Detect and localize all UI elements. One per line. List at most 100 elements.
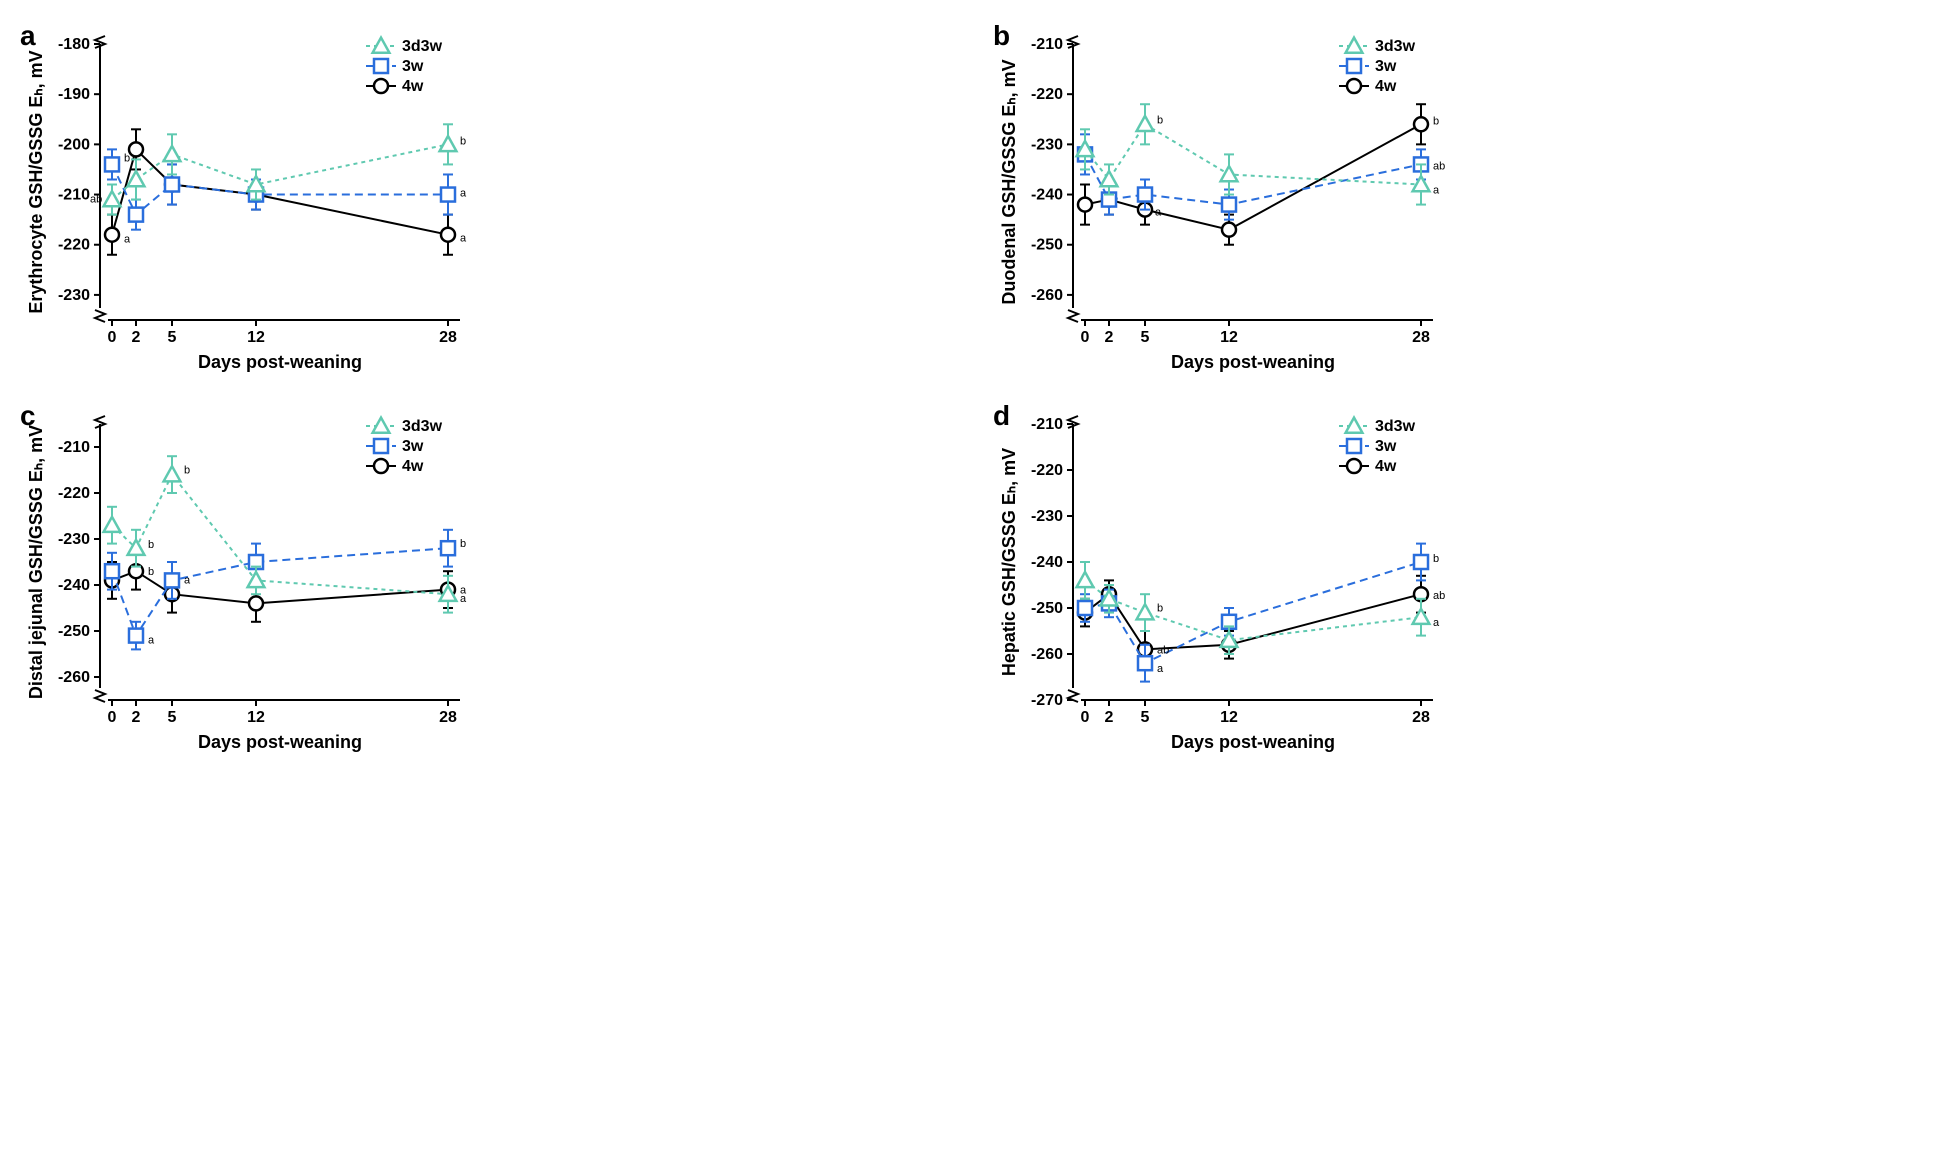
svg-text:0: 0 <box>1081 709 1090 726</box>
svg-text:ab: ab <box>1433 590 1445 602</box>
svg-text:-210: -210 <box>58 187 90 204</box>
svg-text:4w: 4w <box>402 78 424 95</box>
svg-text:-210: -210 <box>1031 36 1063 53</box>
svg-text:b: b <box>184 465 190 477</box>
svg-text:2: 2 <box>1105 709 1114 726</box>
svg-text:-220: -220 <box>1031 86 1063 103</box>
svg-text:b: b <box>1433 553 1439 565</box>
panel-label: c <box>20 400 36 432</box>
svg-text:-230: -230 <box>1031 508 1063 525</box>
svg-text:4w: 4w <box>1375 78 1397 95</box>
svg-text:a: a <box>460 233 467 245</box>
svg-text:-210: -210 <box>58 439 90 456</box>
svg-text:5: 5 <box>1141 709 1150 726</box>
svg-text:12: 12 <box>247 329 265 346</box>
svg-text:-220: -220 <box>58 485 90 502</box>
svg-text:4w: 4w <box>402 458 424 475</box>
svg-text:b: b <box>460 538 466 550</box>
svg-text:Hepatic GSH/GSSG Eₕ, mV: Hepatic GSH/GSSG Eₕ, mV <box>999 448 1019 676</box>
svg-text:-250: -250 <box>1031 237 1063 254</box>
svg-text:0: 0 <box>108 709 117 726</box>
panel-label: d <box>993 400 1010 432</box>
panel-b: b -260 -250 -240 -230 -220 -210 02 5 12 28 Days pos… <box>993 20 1926 380</box>
svg-text:3w: 3w <box>1375 58 1397 75</box>
svg-text:-180: -180 <box>58 36 90 53</box>
svg-text:b: b <box>1157 114 1163 126</box>
panel-d: d-270-260-250-240-230-220-2100251228Days… <box>993 400 1926 760</box>
svg-text:-210: -210 <box>1031 416 1063 433</box>
svg-text:12: 12 <box>1220 329 1238 346</box>
svg-text:-230: -230 <box>58 531 90 548</box>
svg-text:a: a <box>184 574 191 586</box>
svg-text:-250: -250 <box>58 623 90 640</box>
svg-text:b: b <box>1433 115 1439 127</box>
svg-text:-200: -200 <box>58 136 90 153</box>
svg-text:-260: -260 <box>1031 287 1063 304</box>
svg-text:Days post-weaning: Days post-weaning <box>1171 352 1335 372</box>
svg-text:Duodenal GSH/GSSG Eₕ, mV: Duodenal GSH/GSSG Eₕ, mV <box>999 59 1019 304</box>
svg-text:-240: -240 <box>1031 554 1063 571</box>
svg-text:0: 0 <box>1081 329 1090 346</box>
svg-text:a: a <box>1157 663 1164 675</box>
svg-text:Days post-weaning: Days post-weaning <box>198 352 362 372</box>
svg-text:a: a <box>1433 185 1440 197</box>
svg-text:2: 2 <box>132 709 141 726</box>
svg-text:ab: ab <box>90 194 102 206</box>
svg-text:Days post-weaning: Days post-weaning <box>1171 732 1335 752</box>
svg-text:28: 28 <box>1412 329 1430 346</box>
svg-text:b: b <box>1157 603 1163 615</box>
svg-text:a: a <box>1155 207 1162 219</box>
svg-text:12: 12 <box>247 709 265 726</box>
svg-text:3w: 3w <box>1375 438 1397 455</box>
svg-text:4w: 4w <box>1375 458 1397 475</box>
svg-text:Days post-weaning: Days post-weaning <box>198 732 362 752</box>
svg-text:b: b <box>460 135 466 147</box>
svg-text:-260: -260 <box>58 669 90 686</box>
svg-text:b: b <box>124 152 130 164</box>
svg-text:28: 28 <box>439 709 457 726</box>
svg-text:3w: 3w <box>402 58 424 75</box>
panel-label: b <box>993 20 1010 52</box>
figure-grid: a-230-220-210-200-190-1800251228Days pos… <box>20 20 1926 760</box>
svg-text:2: 2 <box>132 329 141 346</box>
svg-text:3d3w: 3d3w <box>1375 38 1416 55</box>
panel-c: c -260 -250 -240 -230 -220 -210 02 5 12 28 Days pos… <box>20 400 953 760</box>
chart-d: -270-260-250-240-230-220-2100251228Days … <box>993 400 1453 760</box>
svg-text:-190: -190 <box>58 86 90 103</box>
svg-text:-250: -250 <box>1031 600 1063 617</box>
svg-text:2: 2 <box>1105 329 1114 346</box>
svg-text:3d3w: 3d3w <box>402 38 443 55</box>
svg-text:28: 28 <box>1412 709 1430 726</box>
svg-text:b: b <box>148 539 154 551</box>
svg-text:ab: ab <box>1157 644 1169 656</box>
chart-a: -230 -220 -210 -200 -190 -180 02 5 12 28 Days post… <box>20 20 480 380</box>
svg-text:a: a <box>124 234 131 246</box>
svg-text:-270: -270 <box>1031 692 1063 709</box>
svg-text:-220: -220 <box>58 237 90 254</box>
svg-text:-220: -220 <box>1031 462 1063 479</box>
panel-a: a -230 -220 -210 -200 -190 -180 02 5 12 28 Days pos… <box>20 20 953 380</box>
svg-text:3d3w: 3d3w <box>402 418 443 435</box>
svg-text:Distal jejunal GSH/GSSG Eₕ, mV: Distal jejunal GSH/GSSG Eₕ, mV <box>26 425 46 699</box>
svg-text:28: 28 <box>439 329 457 346</box>
svg-text:a: a <box>148 635 155 647</box>
svg-text:ab: ab <box>1433 160 1445 172</box>
svg-text:-240: -240 <box>1031 187 1063 204</box>
svg-text:Erythrocyte GSH/GSSG Eₕ, mV: Erythrocyte GSH/GSSG Eₕ, mV <box>26 50 46 313</box>
svg-text:-230: -230 <box>58 287 90 304</box>
svg-text:5: 5 <box>168 329 177 346</box>
svg-text:3d3w: 3d3w <box>1375 418 1416 435</box>
svg-text:-230: -230 <box>1031 136 1063 153</box>
svg-text:3w: 3w <box>402 438 424 455</box>
svg-text:5: 5 <box>168 709 177 726</box>
svg-text:b: b <box>148 566 154 578</box>
svg-text:a: a <box>460 188 467 200</box>
svg-text:5: 5 <box>1141 329 1150 346</box>
svg-text:a: a <box>460 593 467 605</box>
svg-text:0: 0 <box>108 329 117 346</box>
svg-text:a: a <box>1433 617 1440 629</box>
panel-label: a <box>20 20 36 52</box>
svg-text:12: 12 <box>1220 709 1238 726</box>
svg-text:-240: -240 <box>58 577 90 594</box>
chart-b: -260 -250 -240 -230 -220 -210 02 5 12 28 Days post… <box>993 20 1453 380</box>
